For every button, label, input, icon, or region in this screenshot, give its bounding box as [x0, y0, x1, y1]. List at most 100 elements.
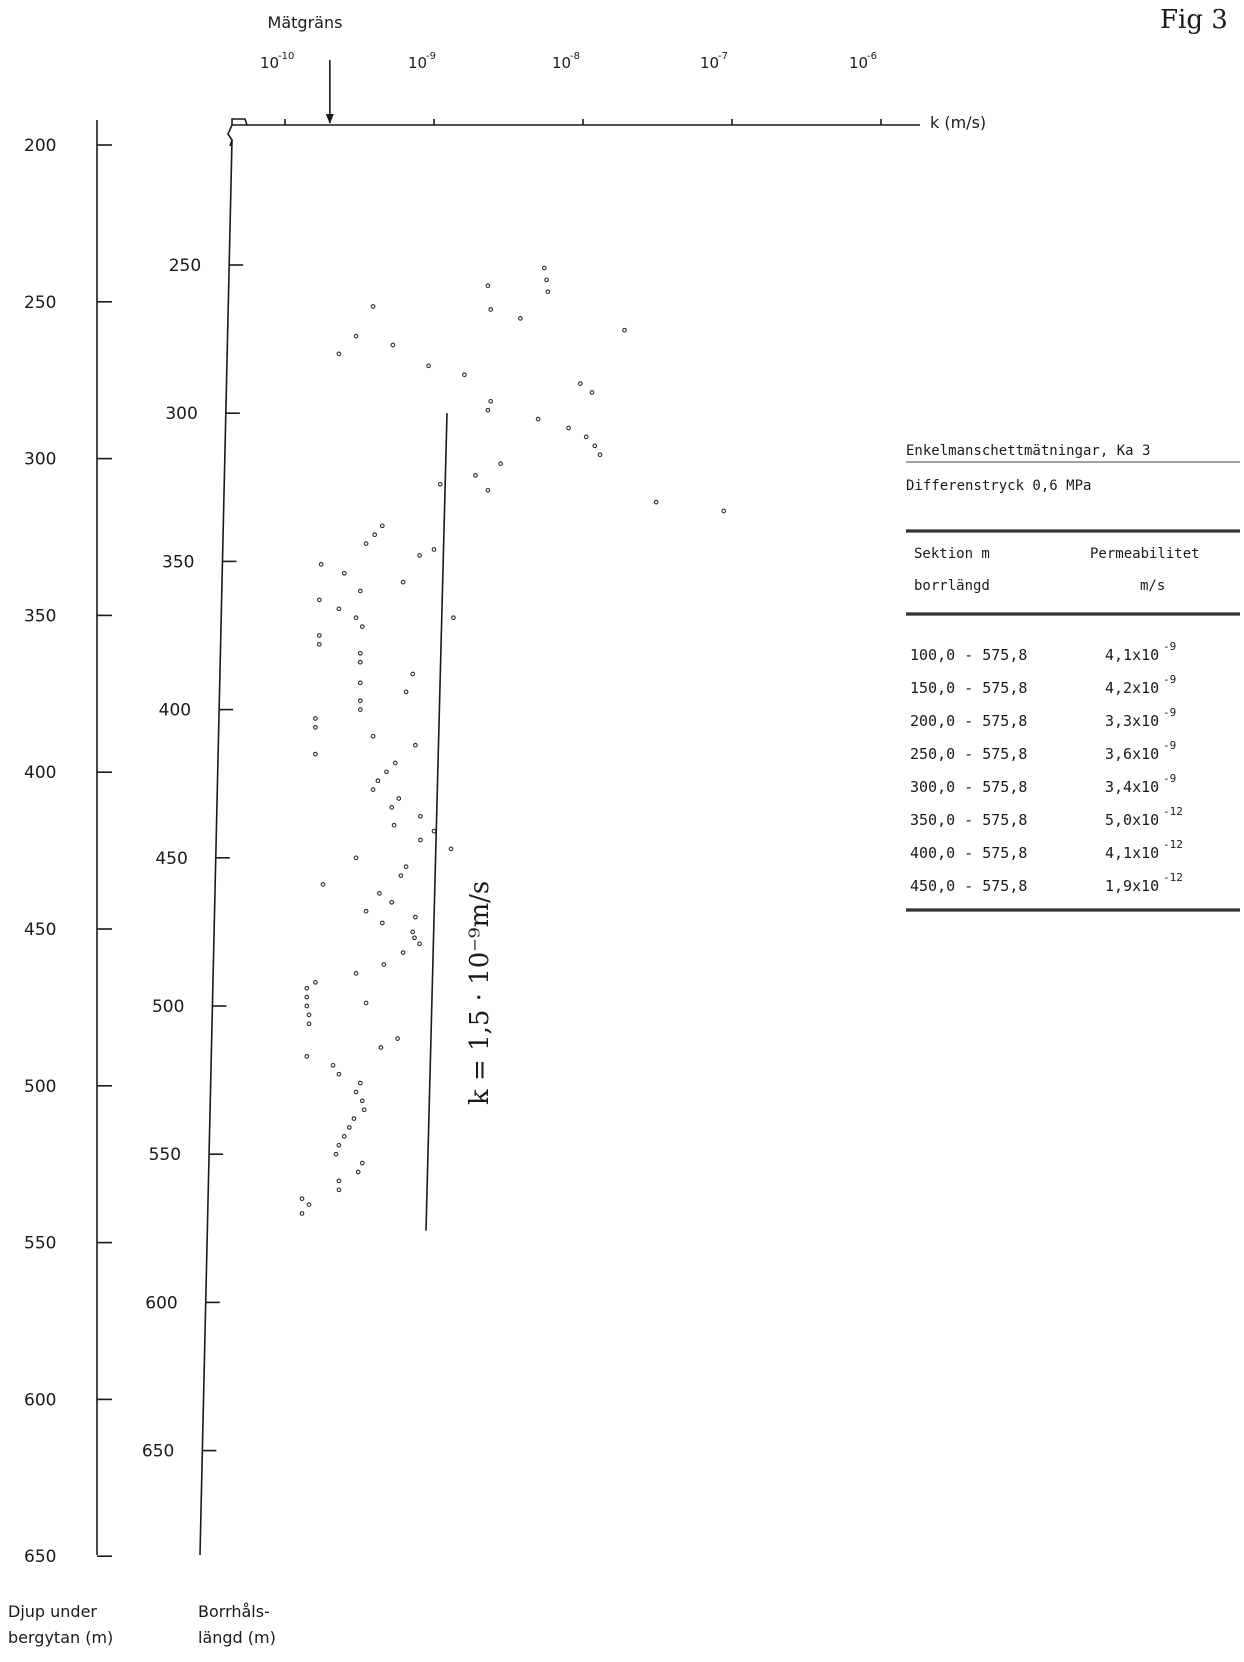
- data-point-71: [320, 882, 326, 887]
- depth-tick-label-400: 400: [24, 763, 56, 783]
- data-point-28: [721, 508, 727, 514]
- data-point-98: [361, 1107, 367, 1113]
- table-header-col1-line2: borrlängd: [914, 578, 990, 594]
- data-point-48: [357, 680, 363, 686]
- data-point-3: [545, 289, 551, 295]
- data-point-75: [413, 914, 418, 920]
- data-point-83: [313, 979, 318, 985]
- data-point-51: [357, 707, 363, 712]
- data-point-102: [336, 1142, 342, 1148]
- table-title: Enkelmanschettmätningar, Ka 3: [906, 443, 1150, 459]
- table-header-col2-line1: Permeabilitet: [1090, 546, 1200, 562]
- data-point-36: [400, 579, 406, 585]
- data-point-21: [592, 443, 598, 449]
- data-point-78: [412, 935, 417, 941]
- data-point-54: [370, 733, 376, 739]
- table-row-permeability-7: 4,1x10: [1105, 844, 1159, 862]
- data-point-107: [336, 1187, 342, 1193]
- data-point-18: [535, 416, 541, 422]
- data-point-95: [357, 1080, 363, 1086]
- data-point-22: [597, 452, 603, 458]
- data-point-99: [351, 1116, 357, 1121]
- table-row-exponent-4: -9: [1163, 739, 1176, 752]
- table-row-section-1: 100,0 - 575,8: [910, 646, 1027, 664]
- borehole-tick-label-250: 250: [169, 256, 201, 276]
- data-point-97: [359, 1098, 365, 1104]
- data-point-11: [390, 342, 396, 348]
- data-point-49: [403, 689, 409, 695]
- depth-tick-label-350: 350: [24, 606, 56, 626]
- svg-text:-10: -10: [278, 51, 294, 62]
- data-point-62: [389, 805, 395, 810]
- borehole-tick-label-350: 350: [162, 552, 194, 572]
- data-point-66: [418, 837, 423, 843]
- data-point-29: [379, 523, 385, 529]
- data-point-34: [318, 562, 324, 567]
- data-point-43: [316, 633, 322, 638]
- data-point-110: [299, 1211, 305, 1216]
- data-point-87: [363, 1000, 369, 1006]
- depth-axis-label-line1: Djup under: [8, 1602, 97, 1621]
- data-point-39: [336, 606, 342, 612]
- borehole-axis-line: [199, 139, 233, 1556]
- data-point-88: [306, 1012, 312, 1018]
- table-row-permeability-2: 4,2x10: [1105, 679, 1159, 697]
- results-table: Enkelmanschettmätningar, Ka 3 Differenst…: [906, 443, 1240, 912]
- borehole-tick-label-600: 600: [145, 1293, 177, 1313]
- data-point-13: [462, 372, 467, 378]
- data-point-61: [396, 796, 402, 801]
- data-point-4: [485, 283, 491, 289]
- borehole-tick-label-400: 400: [159, 701, 191, 721]
- depth-axis-ticks: 200 250 300 350 400 450 500 550 600 650: [24, 136, 112, 1567]
- data-point-58: [384, 769, 389, 775]
- data-point-45: [357, 650, 363, 656]
- data-point-65: [431, 828, 437, 834]
- data-point-77: [410, 929, 416, 935]
- table-row-section-8: 450,0 - 575,8: [910, 877, 1027, 895]
- depth-tick-label-500: 500: [24, 1077, 56, 1097]
- table-header-col1-line1: Sektion m: [914, 546, 990, 562]
- data-point-31: [363, 541, 369, 546]
- table-row-exponent-7: -12: [1163, 838, 1183, 851]
- depth-tick-label-650: 650: [24, 1547, 56, 1567]
- data-point-6: [488, 307, 494, 312]
- borehole-tick-label-500: 500: [152, 997, 184, 1017]
- depth-tick-label-550: 550: [24, 1234, 56, 1254]
- data-point-76: [379, 920, 385, 926]
- data-point-38: [316, 597, 322, 603]
- data-point-92: [304, 1054, 310, 1059]
- table-row-permeability-1: 4,1x10: [1105, 646, 1159, 664]
- data-point-12: [426, 363, 431, 369]
- depth-tick-label-450: 450: [24, 920, 56, 940]
- data-point-64: [391, 822, 397, 828]
- data-point-17: [485, 407, 491, 413]
- data-point-50: [357, 698, 363, 704]
- data-point-100: [346, 1125, 352, 1130]
- data-point-37: [357, 588, 363, 594]
- data-point-27: [653, 499, 659, 505]
- depth-tick-label-300: 300: [24, 450, 56, 470]
- data-point-9: [353, 333, 359, 339]
- table-row-section-7: 400,0 - 575,8: [910, 844, 1027, 862]
- data-point-81: [381, 962, 387, 967]
- borehole-tick-label-650: 650: [142, 1442, 174, 1462]
- svg-text:-7: -7: [718, 51, 728, 62]
- table-row-permeability-6: 5,0x10: [1105, 811, 1159, 829]
- svg-text:10: 10: [700, 54, 719, 72]
- data-point-35: [341, 570, 347, 576]
- x-axis-label: k (m/s): [930, 113, 986, 132]
- svg-text:-9: -9: [426, 51, 436, 62]
- data-point-72: [377, 891, 382, 896]
- data-point-10: [336, 351, 342, 357]
- data-point-105: [355, 1169, 361, 1175]
- table-row-exponent-5: -9: [1163, 772, 1176, 785]
- data-point-30: [372, 532, 378, 538]
- data-point-109: [306, 1202, 312, 1207]
- table-rows: 100,0 - 575,8 4,1x10 -9 150,0 - 575,8 4,2x10…: [910, 640, 1183, 895]
- data-points: [299, 265, 727, 1216]
- table-row-section-4: 250,0 - 575,8: [910, 745, 1027, 763]
- table-row-section-2: 150,0 - 575,8: [910, 679, 1027, 697]
- data-point-46: [357, 659, 363, 665]
- borehole-tick-label-450: 450: [155, 849, 187, 869]
- svg-text:10: 10: [260, 54, 279, 72]
